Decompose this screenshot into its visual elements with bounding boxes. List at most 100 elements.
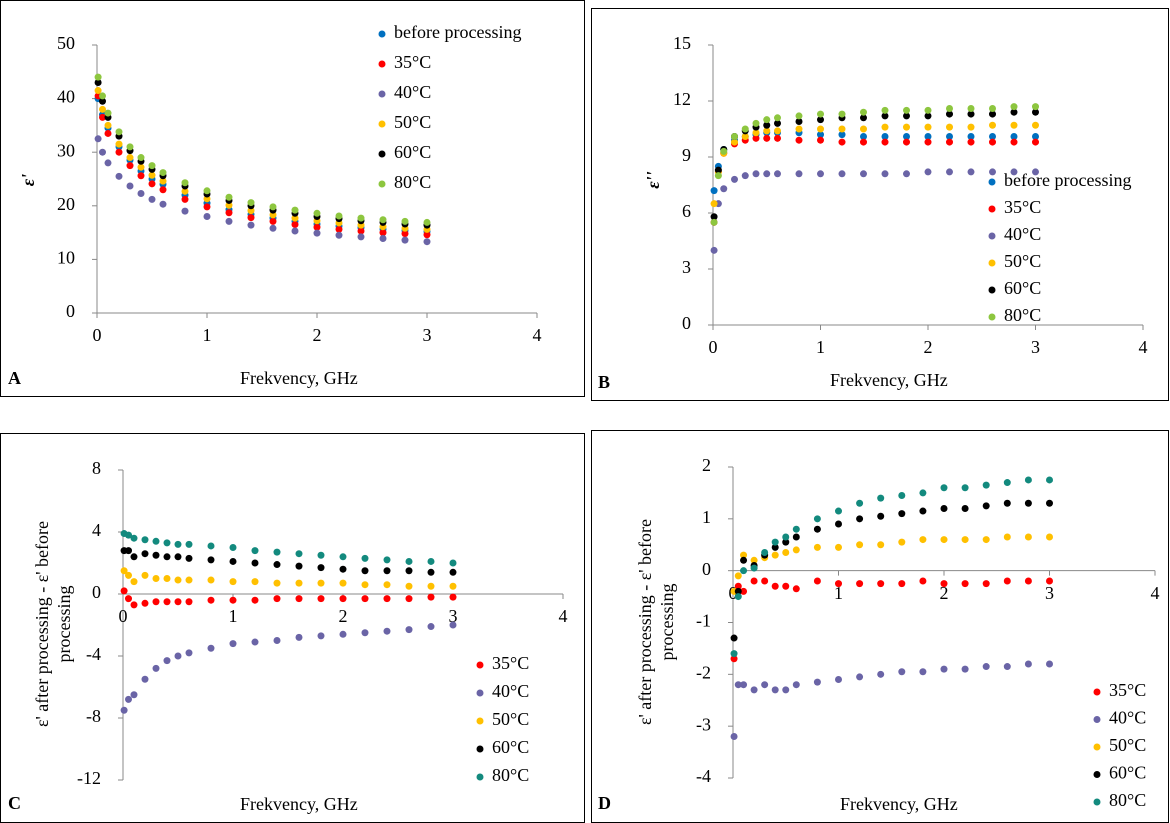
data-point bbox=[982, 663, 990, 671]
data-point bbox=[771, 686, 779, 694]
data-point bbox=[792, 525, 800, 533]
data-point bbox=[159, 177, 167, 185]
data-point bbox=[782, 533, 790, 541]
legend-label: 80°C bbox=[394, 172, 431, 192]
data-point bbox=[940, 484, 948, 492]
data-point bbox=[795, 136, 803, 144]
data-point bbox=[940, 504, 948, 512]
y-tick-label: 50 bbox=[57, 33, 75, 53]
data-point bbox=[317, 632, 325, 640]
data-point bbox=[860, 108, 867, 116]
data-point bbox=[835, 676, 842, 684]
data-point bbox=[225, 209, 233, 217]
data-point bbox=[741, 125, 749, 133]
data-point bbox=[94, 87, 102, 95]
data-point bbox=[1046, 533, 1053, 541]
x-tick-label: 2 bbox=[313, 325, 322, 345]
data-point bbox=[734, 681, 742, 689]
data-point bbox=[792, 546, 800, 554]
legend-marker bbox=[476, 661, 484, 669]
data-point bbox=[427, 623, 435, 631]
data-point bbox=[838, 110, 846, 118]
data-point bbox=[782, 549, 790, 557]
legend-label: 50°C bbox=[1004, 251, 1041, 271]
data-point bbox=[295, 550, 303, 558]
data-point bbox=[720, 147, 728, 155]
legend-marker bbox=[378, 90, 386, 98]
data-point bbox=[449, 559, 457, 567]
data-point bbox=[730, 655, 738, 663]
data-point bbox=[761, 577, 769, 585]
data-point bbox=[203, 213, 211, 221]
data-point bbox=[903, 123, 910, 131]
panel-label: D bbox=[598, 793, 611, 813]
data-point bbox=[946, 132, 953, 140]
x-tick-label: 2 bbox=[924, 337, 933, 357]
y-tick-label: 0 bbox=[702, 559, 711, 579]
data-point bbox=[919, 507, 927, 515]
x-tick-label: 4 bbox=[533, 325, 542, 345]
data-point bbox=[881, 123, 889, 131]
y-tick-label: -4 bbox=[696, 766, 711, 786]
y-tick-label: 0 bbox=[66, 301, 75, 321]
data-point bbox=[835, 543, 842, 551]
data-point bbox=[181, 207, 189, 215]
x-axis-title: Frekvency, GHz bbox=[240, 368, 358, 388]
data-point bbox=[763, 134, 771, 142]
data-point bbox=[795, 112, 803, 120]
data-point bbox=[982, 481, 990, 489]
legend-label: 50°C bbox=[1109, 735, 1146, 755]
data-point bbox=[427, 582, 435, 590]
data-point bbox=[94, 73, 102, 81]
data-point bbox=[207, 576, 215, 584]
data-point bbox=[1024, 577, 1032, 585]
data-point bbox=[357, 214, 365, 222]
data-point bbox=[989, 104, 996, 112]
data-point bbox=[989, 121, 996, 129]
data-point bbox=[291, 206, 299, 214]
data-point bbox=[361, 554, 369, 562]
data-point bbox=[291, 227, 299, 235]
data-point bbox=[924, 132, 932, 140]
data-point bbox=[813, 515, 821, 523]
data-point bbox=[817, 110, 824, 118]
data-point bbox=[159, 169, 167, 177]
data-point bbox=[763, 127, 771, 135]
y-tick-label: -1 bbox=[696, 611, 711, 631]
data-point bbox=[269, 211, 277, 219]
y-tick-label: 0 bbox=[682, 313, 691, 333]
y-tick-label: 9 bbox=[682, 145, 691, 165]
data-point bbox=[141, 599, 149, 607]
data-point bbox=[383, 556, 391, 564]
panel-label: C bbox=[8, 793, 21, 813]
data-point bbox=[881, 170, 889, 178]
data-point bbox=[251, 559, 259, 567]
panel-frame bbox=[591, 8, 1169, 401]
panel-frame bbox=[591, 430, 1169, 823]
data-point bbox=[405, 582, 413, 590]
legend-label: 60°C bbox=[1004, 278, 1041, 298]
data-point bbox=[379, 234, 387, 242]
data-point bbox=[427, 568, 435, 576]
y-tick-label: -3 bbox=[696, 714, 711, 734]
data-point bbox=[137, 163, 145, 171]
y-tick-label: 15 bbox=[673, 33, 691, 53]
data-point bbox=[174, 652, 182, 660]
data-point bbox=[982, 502, 990, 510]
data-point bbox=[898, 538, 906, 546]
data-point bbox=[295, 595, 303, 603]
data-point bbox=[185, 576, 193, 584]
data-point bbox=[792, 585, 800, 593]
legend-marker bbox=[476, 717, 484, 725]
legend-label: 40°C bbox=[394, 82, 431, 102]
data-point bbox=[126, 143, 134, 151]
data-point bbox=[251, 547, 259, 555]
data-point bbox=[763, 170, 771, 178]
data-point bbox=[104, 109, 112, 117]
data-point bbox=[903, 132, 910, 140]
data-point bbox=[335, 212, 343, 220]
data-point bbox=[251, 638, 259, 646]
x-axis-title: Frekvency, GHz bbox=[830, 370, 948, 390]
data-point bbox=[734, 593, 742, 601]
